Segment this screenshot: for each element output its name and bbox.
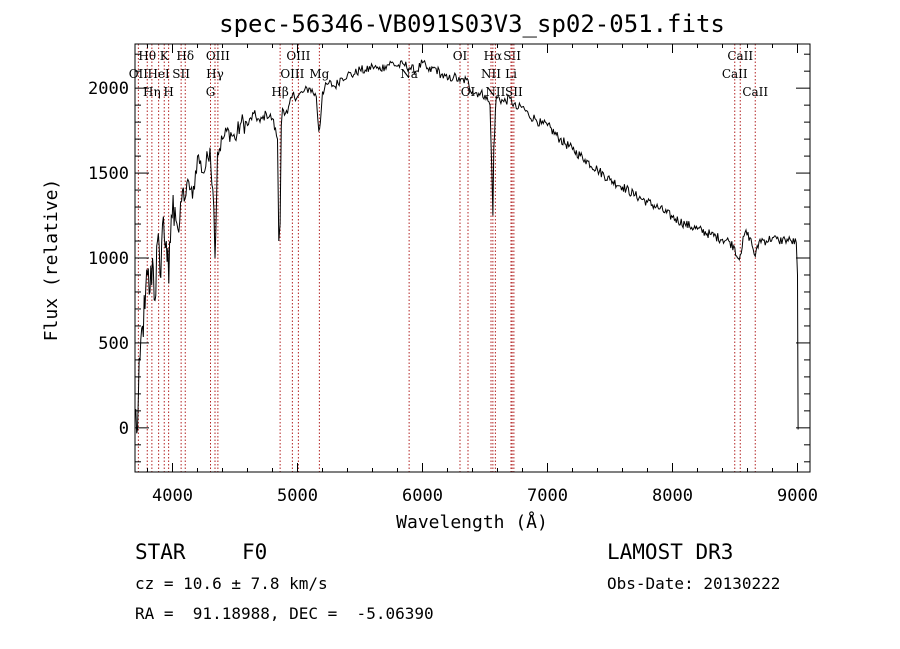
marker-label: CaII [727,49,753,63]
redshift-readout: cz = 10.6 ± 7.8 km/s [135,574,328,593]
object-class: STAR [135,540,186,564]
marker-label: K [160,49,170,63]
marker-label: Mg [309,67,329,81]
marker-label: Li [505,67,517,81]
x-tick-label: 4000 [152,486,193,506]
marker-label: Hγ [206,67,224,81]
x-tick-label: 9000 [777,486,818,506]
object-subclass: F0 [242,540,268,564]
spectrum-series [134,59,799,434]
x-tick-label: 5000 [277,486,318,506]
marker-label: SII [505,85,523,99]
marker-label: Hθ [138,49,156,63]
marker-label: CaII [722,67,748,81]
marker-label: HeI [147,67,170,81]
y-tick-label: 0 [119,419,129,439]
x-tick-label: 8000 [652,486,693,506]
spectrum-line [134,59,799,434]
marker-label: CaII [742,85,768,99]
marker-label: SII [172,67,190,81]
y-tick-label: 1000 [88,249,129,269]
x-tick-label: 7000 [527,486,568,506]
marker-label: G [206,85,216,99]
marker-label: NII [485,85,505,99]
axis-ticks: 4000 5000 6000 7000 8000 9000 0 500 1000 1500 2000 [88,44,818,506]
marker-label: OIII [280,67,304,81]
y-tick-label: 500 [98,334,129,354]
marker-label: OII [129,67,149,81]
coordinates-readout: RA = 91.18988, DEC = -5.06390 [135,604,434,623]
x-tick-label: 6000 [402,486,443,506]
marker-label: OIII [286,49,310,63]
marker-label: SII [503,49,521,63]
marker-label: OIII [206,49,230,63]
marker-label: OI [453,49,468,63]
plot-frame [134,43,811,473]
y-axis-label: Flux (relative) [41,179,62,342]
marker-label: Hδ [176,49,194,63]
x-axis-label: Wavelength (Å) [396,511,548,533]
y-tick-label: 1500 [88,164,129,184]
survey-name: LAMOST DR3 [607,540,734,564]
marker-label: Hη [143,85,161,99]
marker-label: OI [461,85,476,99]
marker-label: H [163,85,173,99]
marker-label: Hα [484,49,503,63]
marker-label: Hβ [271,85,288,99]
chart-title: spec-56346-VB091S03V3_sp02-051.fits [219,10,725,38]
y-tick-label: 2000 [88,79,129,99]
marker-label: NII [481,67,501,81]
obs-date-readout: Obs-Date: 20130222 [607,574,781,593]
